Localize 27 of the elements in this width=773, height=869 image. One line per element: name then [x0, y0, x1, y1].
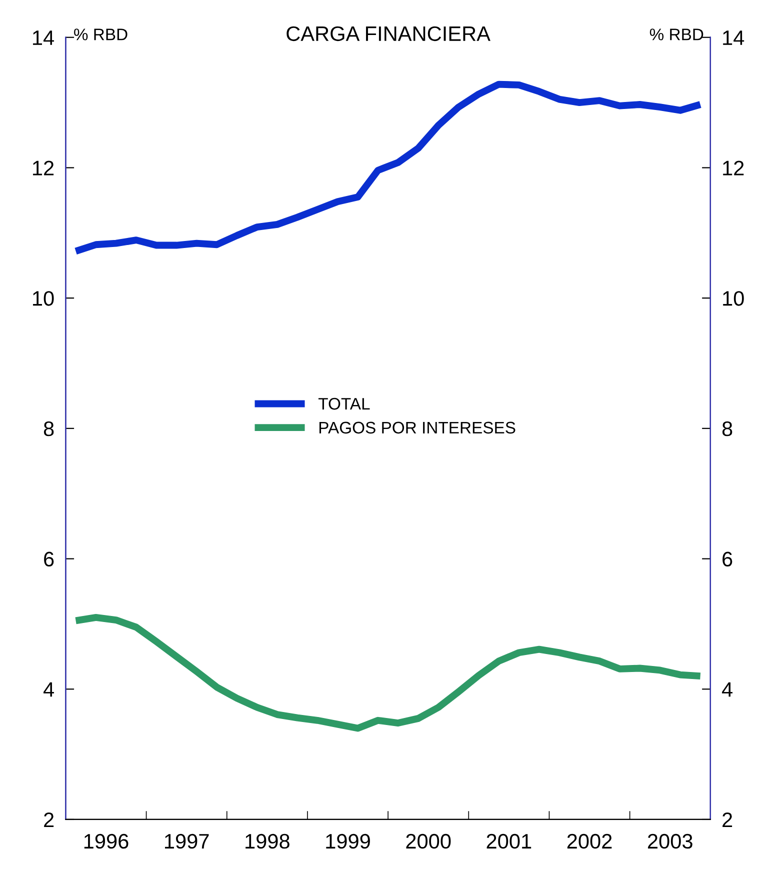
x-tick-label: 2002	[567, 834, 612, 849]
legend-label: PAGOS POR INTERESES	[319, 422, 516, 434]
chart-title: CARGA FINANCIERA	[286, 26, 490, 42]
y2-tick-label: 14	[723, 30, 744, 45]
y2-tick-label: 2	[722, 812, 732, 828]
y-tick-label: 8	[44, 421, 54, 436]
y2-tick-label: 12	[723, 160, 744, 176]
x-tick-label: 1996	[84, 834, 128, 849]
x-tick-label: 1999	[326, 834, 370, 849]
y-axis-title: % RBD	[74, 28, 128, 40]
y2-tick-label: 8	[722, 421, 732, 436]
y-tick-label: 4	[43, 682, 54, 697]
y-tick-label: 2	[44, 812, 54, 828]
y2-axis-title: % RBD	[650, 28, 704, 40]
y-tick-label: 10	[33, 291, 54, 306]
x-tick-label: 1997	[165, 834, 209, 849]
x-tick-label: 1998	[246, 834, 290, 849]
y-tick-label: 14	[33, 30, 54, 45]
y2-tick-label: 10	[723, 291, 744, 306]
y2-tick-label: 4	[722, 682, 732, 697]
legend-label: TOTAL	[318, 398, 370, 410]
x-tick-label: 2001	[486, 834, 532, 849]
x-tick-label: 2003	[648, 834, 692, 849]
x-tick-label: 2000	[406, 834, 451, 849]
y-tick-label: 12	[33, 160, 54, 176]
y2-tick-label: 6	[722, 552, 732, 567]
y-tick-label: 6	[44, 552, 54, 567]
